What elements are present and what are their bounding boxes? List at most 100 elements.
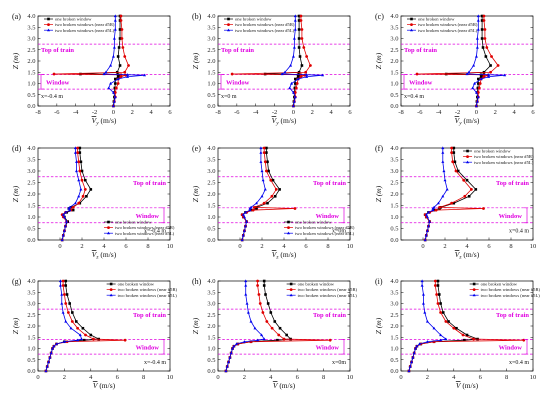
data-point bbox=[483, 37, 487, 40]
data-point bbox=[296, 75, 300, 79]
data-point bbox=[71, 311, 74, 314]
y-tick-label: 3.5 bbox=[207, 157, 215, 164]
y-axis-label: Z (m) bbox=[191, 317, 200, 334]
data-point bbox=[75, 169, 78, 173]
legend-label: one broken window bbox=[118, 282, 155, 287]
legend-label: one broken window bbox=[115, 220, 152, 225]
data-point bbox=[260, 169, 264, 173]
chart-panel-d: 0.0 0.5 1.0 1.5 2.0 2.5 3.0 3.5 4.0 0 2 4 6 8 10 Z (m) V… bbox=[11, 144, 175, 261]
data-point bbox=[244, 224, 247, 228]
chart-panel-i: 0.0 0.5 1.0 1.5 2.0 2.5 3.0 3.5 4.0 0 2 4 6 8 10 Z (m) V… bbox=[374, 277, 541, 390]
data-point bbox=[452, 326, 456, 330]
x-tick-label: 10 bbox=[347, 243, 354, 250]
data-point bbox=[462, 178, 466, 182]
data-point bbox=[52, 344, 56, 348]
window-bracket bbox=[220, 74, 224, 90]
y-tick-label: 3.0 bbox=[27, 36, 35, 43]
data-point bbox=[126, 75, 130, 78]
data-point bbox=[432, 205, 436, 209]
data-point bbox=[269, 311, 273, 314]
y-tick-label: 2.5 bbox=[390, 312, 398, 319]
x-axis-subscript: y bbox=[275, 121, 279, 127]
legend-label: two broken windows (near #5L) bbox=[118, 293, 178, 298]
data-point bbox=[476, 27, 480, 31]
chart-panel-g: 0.0 0.5 1.0 1.5 2.0 2.5 3.0 3.5 4.0 0 2 4 6 8 10 Z (m) V… bbox=[11, 277, 178, 390]
y-tick-label: 1.5 bbox=[27, 69, 35, 76]
data-point bbox=[69, 326, 73, 330]
data-point bbox=[61, 284, 65, 287]
position-note: x=0.4 m bbox=[404, 94, 424, 100]
y-tick-label: 2.5 bbox=[207, 47, 215, 54]
data-point bbox=[227, 23, 230, 26]
data-point bbox=[410, 28, 413, 32]
data-point bbox=[437, 293, 441, 296]
x-tick-label: 4 bbox=[465, 243, 469, 250]
data-point bbox=[252, 205, 256, 209]
x-axis-unit: (m/s) bbox=[462, 116, 480, 125]
data-point bbox=[453, 160, 457, 164]
x-tick-label: 2 bbox=[443, 243, 446, 250]
data-point bbox=[116, 55, 120, 58]
chart-panel-f: 0.0 0.5 1.0 1.5 2.0 2.5 3.0 3.5 4.0 0 2 4 6 8 10 Z (m) V… bbox=[374, 144, 536, 261]
data-point bbox=[253, 326, 257, 330]
x-tick-label: 0 bbox=[216, 374, 219, 381]
data-point bbox=[262, 146, 266, 150]
data-point bbox=[476, 14, 480, 18]
data-point bbox=[477, 77, 480, 81]
data-point bbox=[441, 146, 445, 150]
data-point bbox=[297, 46, 301, 49]
data-point bbox=[293, 95, 297, 99]
data-point bbox=[451, 160, 455, 164]
window-label: Window bbox=[46, 79, 70, 86]
data-point bbox=[439, 302, 442, 305]
data-point bbox=[47, 17, 50, 21]
data-point bbox=[479, 77, 483, 81]
data-point bbox=[78, 151, 82, 154]
data-point bbox=[410, 23, 413, 26]
data-point bbox=[427, 210, 430, 214]
data-point bbox=[60, 292, 64, 296]
data-point bbox=[256, 279, 259, 283]
data-point bbox=[80, 337, 84, 341]
data-point bbox=[474, 104, 478, 108]
x-tick-label: 0 bbox=[399, 374, 402, 381]
data-point bbox=[291, 104, 295, 108]
x-tick-label: 2 bbox=[63, 374, 66, 381]
legend-label: two broken windows (near #5R) bbox=[55, 22, 115, 27]
data-point bbox=[427, 224, 430, 228]
data-point bbox=[479, 75, 483, 79]
x-tick-label: -8 bbox=[35, 109, 40, 116]
y-tick-label: 1.5 bbox=[390, 203, 398, 210]
x-tick-label: 6 bbox=[479, 374, 483, 381]
x-axis-variable: V bbox=[455, 250, 461, 259]
data-point bbox=[62, 229, 66, 232]
y-tick-label: 3.5 bbox=[27, 289, 35, 296]
legend-label: two broken windows (near #5L) bbox=[298, 293, 358, 298]
x-tick-label: 0 bbox=[112, 109, 115, 116]
x-tick-label: 8 bbox=[326, 243, 329, 250]
y-tick-label: 0.5 bbox=[27, 92, 35, 99]
data-point bbox=[69, 206, 73, 209]
data-point bbox=[328, 338, 332, 342]
data-point bbox=[260, 194, 264, 198]
data-point bbox=[123, 55, 127, 58]
data-point bbox=[117, 46, 121, 49]
data-point bbox=[48, 355, 52, 359]
y-tick-label: 2.5 bbox=[27, 180, 35, 187]
x-tick-label: 0 bbox=[36, 374, 39, 381]
position-note: x=0.4 m bbox=[509, 229, 529, 235]
data-point bbox=[428, 220, 432, 223]
data-point bbox=[259, 151, 263, 154]
data-point bbox=[89, 333, 93, 337]
data-point bbox=[109, 288, 113, 291]
y-tick-label: 1.5 bbox=[27, 203, 35, 210]
data-point bbox=[305, 73, 309, 76]
x-axis-label: V (m/s) bbox=[273, 381, 296, 390]
data-point bbox=[70, 320, 74, 323]
data-point bbox=[269, 178, 273, 182]
data-point bbox=[118, 64, 122, 67]
data-point bbox=[84, 333, 87, 337]
y-tick-label: 0.5 bbox=[207, 226, 215, 233]
data-point bbox=[425, 229, 429, 232]
data-point bbox=[287, 226, 290, 230]
